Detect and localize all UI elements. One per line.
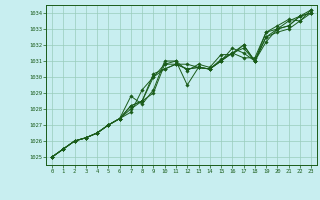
Text: Graphe pression niveau de la mer (hPa): Graphe pression niveau de la mer (hPa) [72, 189, 248, 198]
